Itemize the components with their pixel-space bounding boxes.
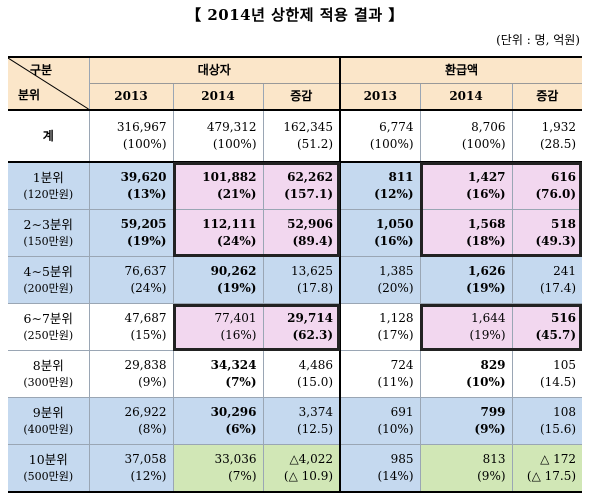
col-header: 증감 xyxy=(262,83,341,111)
table-cell: 6,774 (100%) xyxy=(339,110,421,163)
total-row: 계 316,967 (100%) 479,312 (100%) 162,345 (51… xyxy=(8,110,583,163)
table-cell: 29,714 (62.3) xyxy=(262,303,341,351)
table-row: 10분위 (500만원) 37,058 (12%) 33,036 (7%) △4,022 (△… xyxy=(8,444,583,493)
table-row: 4∼5분위 (200만원) 76,637 (24%) 90,262 (19%) 13,625… xyxy=(8,256,583,304)
table-cell: 90,262 (19%) xyxy=(172,256,263,304)
col-header: 증감 xyxy=(511,83,583,111)
row-sublabel-text: (150만원) xyxy=(23,235,74,248)
table-cell: △4,022 (△ 10.9) xyxy=(262,444,341,493)
table-cell: 813 (9%) xyxy=(419,444,513,493)
table-cell: 724 (11%) xyxy=(339,350,421,398)
row-sublabel-text: (500만원) xyxy=(23,470,74,483)
corner-bottom-label: 분위 xyxy=(18,88,41,102)
row-sublabel-text: (400만원) xyxy=(23,423,74,436)
table-cell: 985 (14%) xyxy=(339,444,421,493)
table-cell: 3,374 (12.5) xyxy=(262,397,341,445)
table-cell: 1,128 (17%) xyxy=(339,303,421,351)
row-label: 2∼3분위 (150만원) xyxy=(8,209,89,257)
group-header-recipients: 대상자 xyxy=(88,56,341,84)
header-row-years: 2013 2014 증감 2013 2014 증감 xyxy=(8,83,583,111)
table-cell: 1,932 (28.5) xyxy=(511,110,583,163)
row-label: 8분위 (300만원) xyxy=(8,350,89,398)
row-sublabel-text: (200만원) xyxy=(23,282,74,295)
row-sublabel-text: (300만원) xyxy=(23,376,74,389)
row-label-text: 2∼3분위 xyxy=(23,217,73,232)
row-sublabel-text: (120만원) xyxy=(23,188,74,201)
table-cell: 316,967 (100%) xyxy=(88,110,173,163)
col-header: 2014 xyxy=(419,83,513,111)
row-label-text: 10분위 xyxy=(28,452,68,467)
table-cell: 241 (17.4) xyxy=(511,256,583,304)
row-label-text: 6∼7분위 xyxy=(23,311,73,326)
table-cell: 29,838 (9%) xyxy=(88,350,173,398)
table-cell: 77,401 (16%) xyxy=(172,303,263,351)
table-cell: 1,626 (19%) xyxy=(419,256,513,304)
table-cell: 62,262 (157.1) xyxy=(262,162,341,210)
table-cell: 4,486 (15.0) xyxy=(262,350,341,398)
results-table: 구분 분위 대상자 환급액 2013 2014 증감 2013 2014 증감 … xyxy=(8,56,583,493)
table-cell: 13,625 (17.8) xyxy=(262,256,341,304)
corner-top-label: 구분 xyxy=(30,63,53,77)
table-cell: 101,882 (21%) xyxy=(172,162,263,210)
row-label-text: 9분위 xyxy=(32,405,64,420)
table-cell: 39,620 (13%) xyxy=(88,162,173,210)
table-cell: 112,111 (24%) xyxy=(172,209,263,257)
table-row: 6∼7분위 (250만원) 47,687 (15%) 77,401 (16%) 29,714… xyxy=(8,303,583,351)
table-cell: 108 (15.6) xyxy=(511,397,583,445)
table-cell: 1,385 (20%) xyxy=(339,256,421,304)
row-label: 6∼7분위 (250만원) xyxy=(8,303,89,351)
table-cell: 30,296 (6%) xyxy=(172,397,263,445)
table-cell: 518 (49.3) xyxy=(511,209,583,257)
row-label-text: 4∼5분위 xyxy=(23,264,73,279)
table-cell: 105 (14.5) xyxy=(511,350,583,398)
row-label: 4∼5분위 (200만원) xyxy=(8,256,89,304)
table-row: 1분위 (120만원) 39,620 (13%) 101,882 (21%) 62,262(… xyxy=(8,162,583,210)
table-cell: 76,637 (24%) xyxy=(88,256,173,304)
table-cell: 1,050 (16%) xyxy=(339,209,421,257)
row-label: 1분위 (120만원) xyxy=(8,162,89,210)
table-cell: △ 172 (△ 17.5) xyxy=(511,444,583,493)
table-cell: 829 (10%) xyxy=(419,350,513,398)
table-row: 8분위 (300만원) 29,838 (9%) 34,324 (7%) 4,486 (15.0… xyxy=(8,350,583,398)
unit-note: (단위 : 명, 억원) xyxy=(496,33,580,47)
table-cell: 479,312 (100%) xyxy=(172,110,263,163)
row-label-text: 8분위 xyxy=(32,358,64,373)
table-cell: 37,058 (12%) xyxy=(88,444,173,493)
table-row: 2∼3분위 (150만원) 59,205 (19%) 112,111 (24%) 52,90… xyxy=(8,209,583,257)
table-cell: 47,687 (15%) xyxy=(88,303,173,351)
row-sublabel-text: (250만원) xyxy=(23,329,74,342)
row-label: 9분위 (400만원) xyxy=(8,397,89,445)
row-label: 계 xyxy=(8,110,89,163)
row-label-text: 1분위 xyxy=(32,170,64,185)
col-header: 2014 xyxy=(172,83,263,111)
table-cell: 162,345 (51.2) xyxy=(262,110,341,163)
table-cell: 1,644 (19%) xyxy=(419,303,513,351)
table-cell: 516 (45.7) xyxy=(511,303,583,351)
table-cell: 1,427 (16%) xyxy=(419,162,513,210)
row-label: 10분위 (500만원) xyxy=(8,444,89,493)
table-cell: 59,205 (19%) xyxy=(88,209,173,257)
table-cell: 26,922 (8%) xyxy=(88,397,173,445)
table-row: 9분위 (400만원) 26,922 (8%) 30,296 (6%) 3,374 (12.5… xyxy=(8,397,583,445)
col-header: 2013 xyxy=(88,83,173,111)
table-cell: 33,036 (7%) xyxy=(172,444,263,493)
table-title: 【 2014년 상한제 적용 결과 】 xyxy=(186,6,404,24)
table-cell: 8,706 (100%) xyxy=(419,110,513,163)
header-row-groups: 구분 분위 대상자 환급액 xyxy=(8,56,583,111)
corner-diagonal xyxy=(8,58,89,109)
table-cell: 691 (10%) xyxy=(339,397,421,445)
table-cell: 1,568 (18%) xyxy=(419,209,513,257)
corner-header: 구분 분위 xyxy=(8,56,89,111)
table-cell: 799 (9%) xyxy=(419,397,513,445)
table-cell: 616 (76.0) xyxy=(511,162,583,210)
table-cell: 34,324 (7%) xyxy=(172,350,263,398)
col-header: 2013 xyxy=(339,83,421,111)
table-cell: 811 (12%) xyxy=(339,162,421,210)
group-header-refund: 환급액 xyxy=(339,56,583,84)
table-cell: 52,906 (89.4) xyxy=(262,209,341,257)
